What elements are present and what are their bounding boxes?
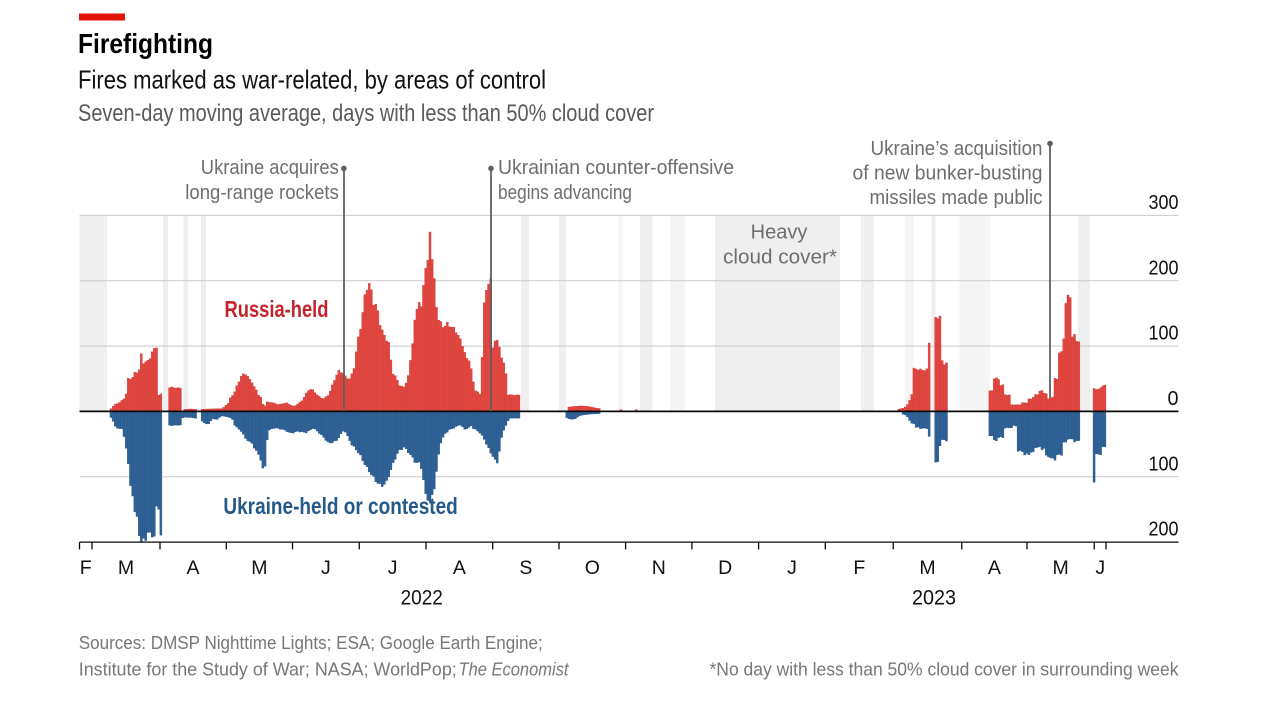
svg-text:missiles made public: missiles made public bbox=[870, 187, 1043, 209]
svg-text:D: D bbox=[718, 557, 732, 579]
svg-text:Russia-held: Russia-held bbox=[225, 296, 329, 322]
svg-text:Sources: DMSP Nighttime Lights: Sources: DMSP Nighttime Lights; ESA; Goo… bbox=[79, 633, 543, 653]
svg-text:Fires marked as war-related, b: Fires marked as war-related, by areas of… bbox=[78, 65, 546, 95]
svg-text:100: 100 bbox=[1149, 452, 1179, 475]
svg-text:Ukrainian counter-offensive: Ukrainian counter-offensive bbox=[498, 157, 734, 179]
svg-text:M: M bbox=[251, 557, 267, 579]
svg-text:Institute for the Study of War: Institute for the Study of War; NASA; Wo… bbox=[79, 660, 457, 680]
svg-text:Ukraine’s acquisition: Ukraine’s acquisition bbox=[871, 138, 1043, 160]
svg-text:2023: 2023 bbox=[912, 586, 956, 610]
svg-text:M: M bbox=[118, 557, 134, 579]
svg-text:J: J bbox=[1095, 557, 1105, 579]
svg-text:J: J bbox=[787, 557, 797, 579]
svg-text:A: A bbox=[186, 557, 199, 579]
svg-text:Firefighting: Firefighting bbox=[78, 28, 213, 59]
svg-text:cloud cover*: cloud cover* bbox=[723, 247, 837, 269]
svg-text:F: F bbox=[80, 557, 92, 579]
svg-text:O: O bbox=[585, 557, 600, 579]
svg-text:Ukraine acquires: Ukraine acquires bbox=[201, 157, 339, 179]
svg-text:M: M bbox=[1052, 557, 1068, 579]
svg-text:A: A bbox=[453, 557, 466, 579]
svg-text:200: 200 bbox=[1149, 256, 1179, 279]
svg-text:The Economist: The Economist bbox=[459, 660, 570, 680]
svg-text:A: A bbox=[988, 557, 1001, 579]
svg-text:100: 100 bbox=[1149, 322, 1179, 345]
svg-text:Ukraine-held or contested: Ukraine-held or contested bbox=[223, 493, 457, 519]
svg-text:M: M bbox=[919, 557, 935, 579]
svg-text:begins advancing: begins advancing bbox=[498, 182, 632, 204]
svg-text:*No day with less than 50% clo: *No day with less than 50% cloud cover i… bbox=[710, 660, 1180, 680]
svg-text:S: S bbox=[519, 557, 532, 579]
svg-text:N: N bbox=[652, 557, 666, 579]
svg-text:Seven-day moving average, days: Seven-day moving average, days with less… bbox=[78, 100, 654, 127]
svg-text:J: J bbox=[321, 557, 331, 579]
svg-text:long-range rockets: long-range rockets bbox=[185, 182, 339, 204]
svg-text:200: 200 bbox=[1149, 518, 1179, 541]
svg-text:2022: 2022 bbox=[401, 586, 443, 610]
svg-text:0: 0 bbox=[1168, 387, 1179, 410]
svg-text:of new bunker-busting: of new bunker-busting bbox=[853, 163, 1043, 185]
svg-text:F: F bbox=[853, 557, 865, 579]
svg-text:300: 300 bbox=[1149, 191, 1179, 214]
svg-text:J: J bbox=[388, 557, 398, 579]
svg-text:Heavy: Heavy bbox=[751, 222, 808, 244]
